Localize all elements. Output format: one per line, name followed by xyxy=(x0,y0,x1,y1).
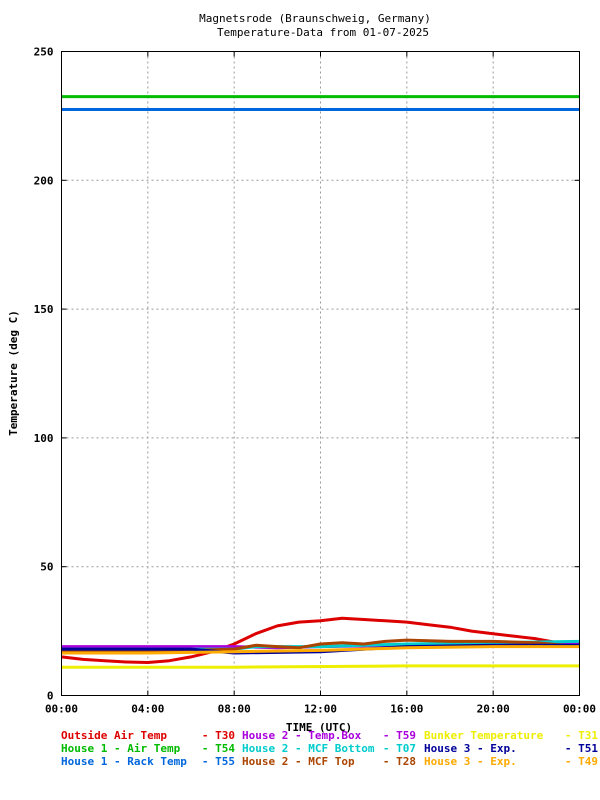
x-tick-label: 20:00 xyxy=(477,703,510,716)
y-tick-label: 100 xyxy=(34,432,54,445)
legend-entry-code: - T51 xyxy=(565,742,598,755)
x-axis-label: TIME (UTC) xyxy=(286,721,352,734)
ticks: 00:00 04:00 08:00 12:00 16:00 20:00 00:0005010… xyxy=(34,46,596,716)
x-tick-label: 08:00 xyxy=(218,703,251,716)
legend-entry-code: - T59 xyxy=(383,729,416,742)
legend-entry-name: House 1 - Air Temp xyxy=(61,742,181,755)
series-line-t49 xyxy=(61,645,580,655)
y-tick-label: 250 xyxy=(34,46,54,59)
series-layer xyxy=(61,95,580,669)
legend-entry-name: House 1 - Rack Temp xyxy=(61,755,187,768)
series-line-t30 xyxy=(61,616,580,664)
chart-subtitle: Temperature-Data from 01-07-2025 xyxy=(217,26,429,39)
x-tick-label: 16:00 xyxy=(390,703,423,716)
legend-entry-name: House 2 - MCF Top xyxy=(242,755,355,768)
legend-entry-code: - T49 xyxy=(565,755,598,768)
legend-entry-name: Bunker Temperature xyxy=(424,729,544,742)
x-tick-label: 00:00 xyxy=(45,703,78,716)
legend-entry-code: - T28 xyxy=(383,755,416,768)
x-tick-label: 04:00 xyxy=(131,703,164,716)
x-tick-label: 00:00 xyxy=(563,703,596,716)
legend-entry-name: House 3 - Exp. xyxy=(424,742,517,755)
legend-entry-code: - T07 xyxy=(383,742,416,755)
grid xyxy=(61,51,580,696)
y-tick-label: 50 xyxy=(40,561,53,574)
y-tick-label: 200 xyxy=(34,174,54,187)
chart-title: Magnetsrode (Braunschweig, Germany) xyxy=(199,12,431,25)
legend-entry-code: - T30 xyxy=(202,729,235,742)
y-tick-label: 150 xyxy=(34,303,54,316)
y-tick-label: 0 xyxy=(47,690,54,703)
legend-entry-name: Outside Air Temp xyxy=(61,729,167,742)
legend-entry-code: - T55 xyxy=(202,755,235,768)
legend-entry-name: House 2 - Temp.Box xyxy=(242,729,362,742)
series-line-t31 xyxy=(61,664,580,669)
legend-entry-name: House 2 - MCF Bottom xyxy=(242,742,375,755)
legend-entry-code: - T31 xyxy=(565,729,598,742)
legend-entry-name: House 3 - Exp. xyxy=(424,755,517,768)
legend-entry-code: - T54 xyxy=(202,742,235,755)
legend: Outside Air Temp - T30 House 1 - Air Temp -… xyxy=(61,729,598,768)
y-axis-label: Temperature (deg C) xyxy=(7,310,20,436)
x-tick-label: 12:00 xyxy=(304,703,337,716)
